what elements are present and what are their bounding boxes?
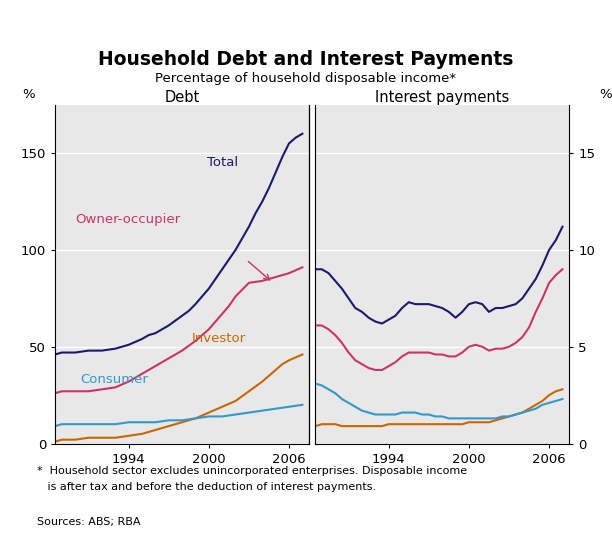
Text: Total: Total: [207, 156, 239, 169]
Text: Owner-occupier: Owner-occupier: [75, 213, 181, 226]
Text: Household Debt and Interest Payments: Household Debt and Interest Payments: [99, 50, 513, 69]
Text: Investor: Investor: [192, 332, 247, 345]
Text: Interest payments: Interest payments: [375, 90, 509, 105]
Text: is after tax and before the deduction of interest payments.: is after tax and before the deduction of…: [37, 482, 376, 492]
Text: Debt: Debt: [165, 90, 200, 105]
Text: *  Household sector excludes unincorporated enterprises. Disposable income: * Household sector excludes unincorporat…: [37, 466, 467, 476]
Text: %: %: [600, 88, 612, 101]
Text: Consumer: Consumer: [81, 372, 148, 386]
Text: %: %: [22, 88, 35, 101]
Text: Sources: ABS; RBA: Sources: ABS; RBA: [37, 517, 140, 527]
Text: Percentage of household disposable income*: Percentage of household disposable incom…: [155, 72, 457, 85]
